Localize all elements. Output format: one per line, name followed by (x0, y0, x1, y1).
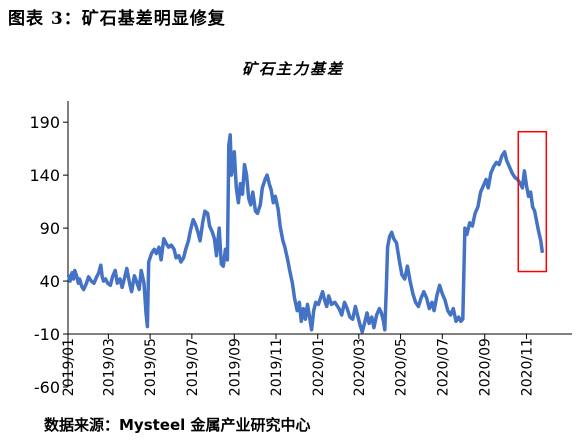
x-tick-label: 2020/07 (435, 338, 451, 396)
x-tick-label: 2020/11 (519, 338, 535, 396)
x-tick-label: 2019/05 (143, 338, 159, 396)
x-tick-label: 2020/09 (478, 338, 494, 396)
chart-title: 矿石主力基差 (241, 60, 344, 78)
y-tick-label: -10 (34, 325, 60, 344)
source-note: 数据来源：Mysteel 金属产业研究中心 (44, 416, 311, 434)
highlight-group (517, 130, 548, 273)
x-tick-label: 2019/11 (269, 338, 285, 396)
series-line (66, 133, 544, 334)
y-tick-label: -60 (34, 378, 60, 397)
x-tick-label: 2019/07 (185, 338, 201, 396)
series-group (66, 133, 544, 334)
x-tick-label: 2019/01 (61, 338, 77, 396)
x-tick-label: 2019/03 (101, 338, 117, 396)
x-tick-label: 2019/09 (227, 338, 243, 396)
highlight-box (517, 130, 548, 273)
x-tick-label: 2020/05 (394, 338, 410, 396)
axes-group (67, 101, 572, 387)
y-axis-ticks: -60 -10 40 90 140 190 (29, 113, 68, 397)
y-tick-label: 190 (29, 113, 60, 132)
x-tick-label: 2020/03 (352, 338, 368, 396)
x-tick-label: 2020/01 (311, 338, 327, 396)
x-axis-ticks: 2019/01 2019/03 2019/05 2019/07 2019/09 2019/… (61, 334, 535, 396)
figure-caption: 图表 3：矿石基差明显修复 (8, 9, 226, 29)
y-tick-label: 40 (40, 272, 60, 291)
y-tick-label: 90 (40, 219, 60, 238)
y-tick-label: 140 (29, 166, 60, 185)
